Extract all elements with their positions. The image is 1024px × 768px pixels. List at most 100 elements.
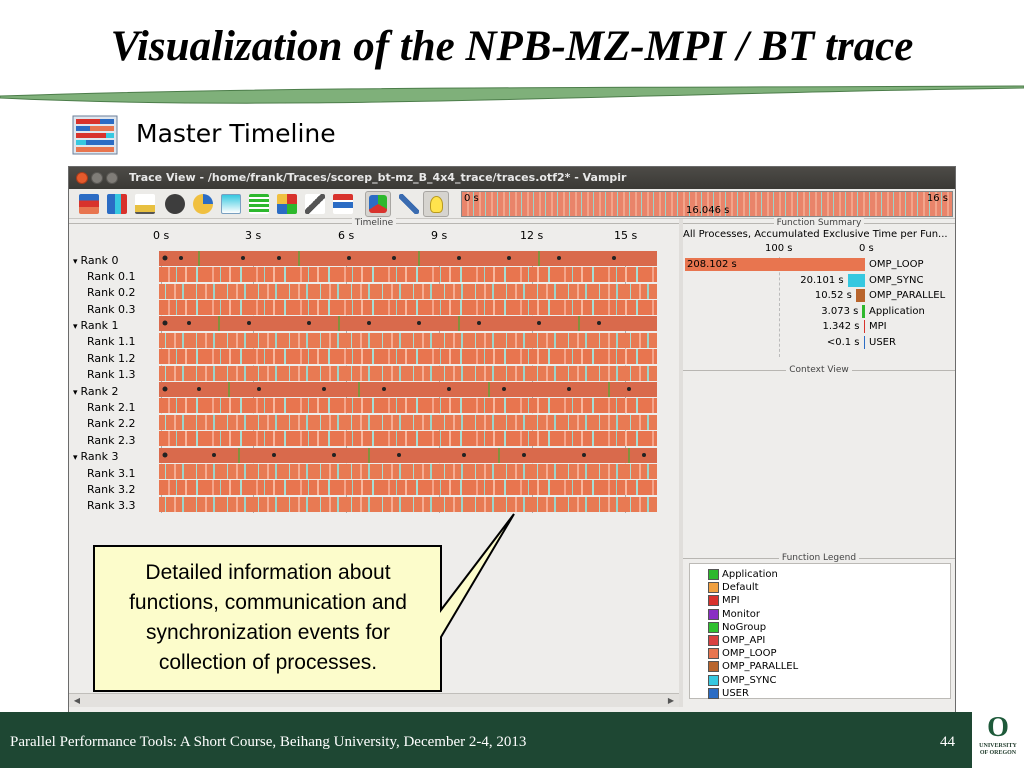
timeline-horizontal-scrollbar[interactable]: ◀ ▶	[69, 693, 679, 707]
function-summary-bar	[847, 273, 865, 287]
master-event-markers	[162, 251, 646, 463]
timeline-track[interactable]	[159, 431, 657, 446]
tick-label: 6 s	[338, 229, 355, 242]
io-summary-icon[interactable]	[277, 194, 297, 214]
slide-title: Visualization of the NPB-MZ-MPI / BT tra…	[110, 23, 914, 70]
timeline-track[interactable]	[159, 464, 657, 479]
rank-group-label[interactable]: Rank 3	[73, 449, 119, 465]
rank-group-label[interactable]: Rank 0	[73, 253, 119, 269]
overview-duration-label: 16.046 s	[686, 205, 730, 216]
message-summary-icon[interactable]	[221, 194, 241, 214]
legend-item: OMP_API	[708, 634, 766, 647]
close-icon[interactable]	[76, 172, 88, 184]
fs-axis-label: 100 s	[765, 243, 793, 254]
timeline-track[interactable]	[159, 480, 657, 495]
call-tree-icon[interactable]	[305, 194, 325, 214]
window-titlebar: Trace View - /home/frank/Traces/scorep_b…	[69, 167, 955, 189]
function-summary-name: MPI	[869, 321, 887, 333]
legend-label: OMP_PARALLEL	[722, 661, 799, 673]
overview-end-label: 16 s	[926, 193, 948, 204]
legend-label: NoGroup	[722, 621, 767, 633]
timeline-track[interactable]	[159, 300, 657, 315]
pin-icon[interactable]	[399, 194, 419, 214]
function-summary-value: 1.342 s	[822, 321, 860, 333]
scroll-right-icon[interactable]: ▶	[667, 696, 675, 705]
thread-label: Rank 0.1	[87, 270, 136, 283]
maximize-icon[interactable]	[106, 172, 118, 184]
legend-swatch	[708, 635, 719, 646]
process-summary-icon[interactable]	[333, 194, 353, 214]
legend-item: OMP_SYNC	[708, 674, 776, 687]
timeline-track[interactable]	[159, 284, 657, 299]
grouping-toggle[interactable]	[365, 191, 391, 217]
legend-item: OMP_PARALLEL	[708, 660, 799, 673]
master-timeline-icon[interactable]	[79, 194, 99, 214]
function-summary-value: <0.1 s	[826, 337, 860, 348]
function-summary-subtitle: All Processes, Accumulated Exclusive Tim…	[683, 229, 948, 240]
function-summary-name: OMP_LOOP	[869, 259, 924, 270]
master-timeline-tracks[interactable]	[159, 251, 657, 517]
timeline-track[interactable]	[159, 366, 657, 381]
function-summary-value: 3.073 s	[821, 305, 859, 317]
legend-label: Application	[722, 569, 778, 580]
legend-label: USER	[722, 687, 749, 699]
window-title: Trace View - /home/frank/Traces/scorep_b…	[129, 171, 627, 184]
function-summary-bar	[863, 320, 865, 334]
scroll-left-icon[interactable]: ◀	[73, 696, 81, 705]
legend-label: Default	[722, 582, 759, 594]
legend-label: MPI	[722, 595, 740, 607]
minimize-icon[interactable]	[91, 172, 103, 184]
legend-item: USER	[708, 687, 749, 700]
timeline-track[interactable]	[159, 349, 657, 364]
function-summary-value: 10.52 s	[814, 290, 852, 302]
legend-swatch	[708, 569, 719, 580]
section-heading: Master Timeline	[136, 119, 336, 148]
lightbulb-icon	[430, 196, 443, 213]
lightbulb-toggle[interactable]	[423, 191, 449, 217]
panel-splitter[interactable]	[679, 219, 683, 707]
rank-group-label[interactable]: Rank 1	[73, 318, 119, 334]
timeline-track[interactable]	[159, 251, 657, 266]
timeline-track[interactable]	[159, 333, 657, 348]
legend-swatch	[708, 595, 719, 607]
function-summary-name: USER	[869, 337, 896, 348]
function-summary-icon[interactable]	[193, 194, 213, 214]
function-summary-bar	[862, 304, 865, 318]
context-view-header: Context View	[769, 363, 869, 377]
footer-text: Parallel Performance Tools: A Short Cour…	[10, 734, 527, 750]
counter-timeline-icon[interactable]	[135, 194, 155, 214]
trace-overview-bar[interactable]: 0 s 16 s 16.046 s	[461, 191, 953, 217]
footer-bar: Parallel Performance Tools: A Short Cour…	[0, 712, 972, 768]
rank-group-label[interactable]: Rank 2	[73, 384, 119, 400]
thread-label: Rank 2.2	[87, 417, 136, 430]
oregon-o-icon: O	[987, 712, 1009, 743]
function-summary-name: OMP_PARALLEL	[869, 290, 946, 302]
legend-swatch	[708, 582, 719, 594]
legend-label: OMP_API	[722, 635, 766, 646]
toolbar: 0 s 16 s 16.046 s	[69, 189, 955, 219]
overview-start-label: 0 s	[464, 193, 479, 204]
legend-swatch	[708, 621, 719, 633]
timeline-track[interactable]	[159, 267, 657, 282]
thread-label: Rank 3.1	[87, 467, 136, 480]
performance-radar-icon[interactable]	[165, 194, 185, 214]
timeline-track[interactable]	[159, 398, 657, 413]
page-number: 44	[940, 734, 955, 750]
timeline-track[interactable]	[159, 497, 657, 512]
timeline-track[interactable]	[159, 448, 657, 463]
legend-item: Default	[708, 581, 759, 594]
legend-swatch	[708, 608, 719, 620]
process-timeline-icon[interactable]	[107, 194, 127, 214]
function-summary-value: 208.102 s	[687, 259, 737, 270]
timeline-track[interactable]	[159, 316, 657, 331]
communication-matrix-icon[interactable]	[249, 194, 269, 214]
legend-swatch	[708, 674, 719, 686]
legend-item: MPI	[708, 594, 740, 607]
legend-item: OMP_LOOP	[708, 647, 777, 660]
legend-swatch	[708, 648, 719, 660]
function-summary-value: 20.101 s	[800, 274, 844, 286]
timeline-track[interactable]	[159, 415, 657, 430]
timeline-track[interactable]	[159, 382, 657, 397]
fs-axis-label: 0 s	[859, 243, 874, 254]
